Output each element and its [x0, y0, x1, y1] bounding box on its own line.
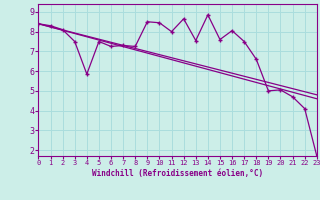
X-axis label: Windchill (Refroidissement éolien,°C): Windchill (Refroidissement éolien,°C) — [92, 169, 263, 178]
